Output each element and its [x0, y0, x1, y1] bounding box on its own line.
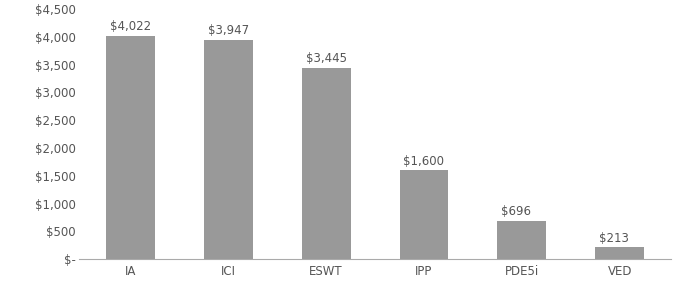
- Bar: [497, 221, 547, 259]
- Bar: [105, 35, 155, 259]
- Text: $696: $696: [501, 205, 532, 218]
- Text: $1,600: $1,600: [403, 155, 445, 168]
- Text: $213: $213: [599, 232, 630, 245]
- Text: $4,022: $4,022: [110, 20, 151, 33]
- Bar: [595, 247, 645, 259]
- Bar: [399, 170, 449, 259]
- Bar: [203, 40, 253, 259]
- Text: $3,947: $3,947: [208, 24, 249, 38]
- Bar: [301, 68, 351, 259]
- Text: $3,445: $3,445: [306, 52, 347, 65]
